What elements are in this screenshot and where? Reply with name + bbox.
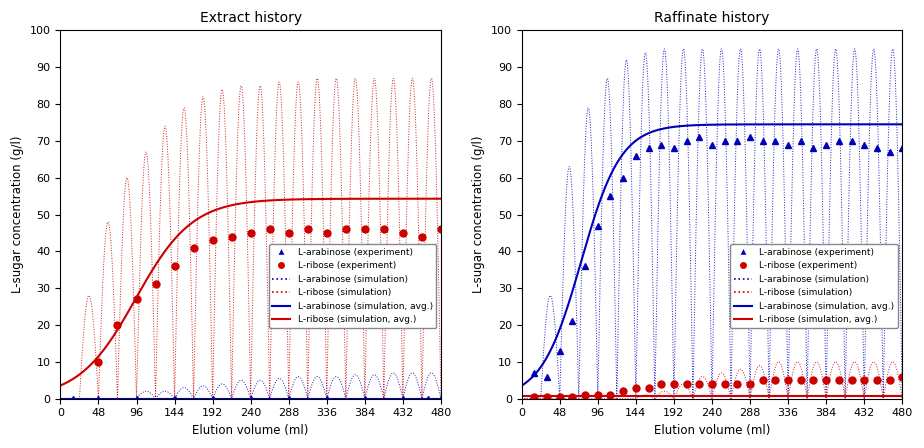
- Legend: L-arabinose (experiment), L-ribose (experiment), L-arabinose (simulation), L-rib: L-arabinose (experiment), L-ribose (expe…: [730, 244, 898, 328]
- X-axis label: Elution volume (ml): Elution volume (ml): [192, 424, 309, 437]
- Y-axis label: L-sugar concentration (g/l): L-sugar concentration (g/l): [472, 136, 485, 293]
- Title: Raffinate history: Raffinate history: [654, 11, 770, 25]
- Legend: L-arabinose (experiment), L-ribose (experiment), L-arabinose (simulation), L-rib: L-arabinose (experiment), L-ribose (expe…: [269, 244, 436, 328]
- X-axis label: Elution volume (ml): Elution volume (ml): [654, 424, 771, 437]
- Y-axis label: L-sugar concentration (g/l): L-sugar concentration (g/l): [11, 136, 24, 293]
- Title: Extract history: Extract history: [200, 11, 302, 25]
